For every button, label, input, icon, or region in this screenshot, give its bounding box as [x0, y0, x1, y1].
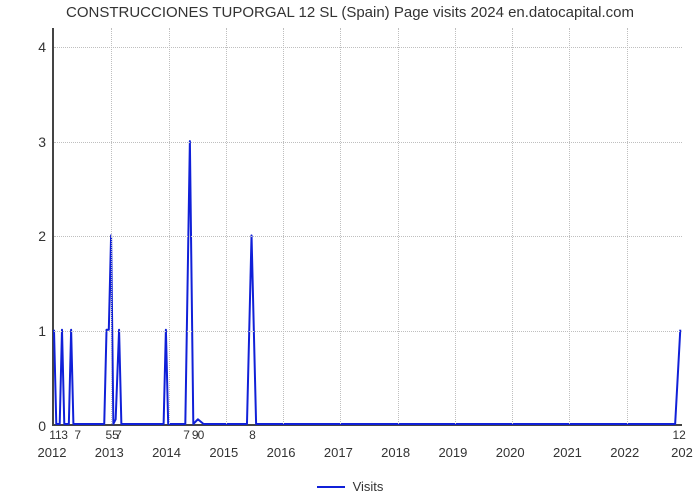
- line-series: [54, 28, 682, 424]
- xtick-label: 2013: [95, 445, 124, 460]
- data-point-label: 7: [115, 428, 122, 442]
- grid-v: [398, 28, 399, 424]
- chart-title: CONSTRUCCIONES TUPORGAL 12 SL (Spain) Pa…: [0, 4, 700, 21]
- grid-h: [54, 142, 682, 143]
- grid-v: [455, 28, 456, 424]
- xtick-label: 2017: [324, 445, 353, 460]
- grid-h: [54, 331, 682, 332]
- grid-v: [169, 28, 170, 424]
- xtick-label: 2012: [38, 445, 67, 460]
- grid-v: [569, 28, 570, 424]
- xtick-label: 2018: [381, 445, 410, 460]
- data-point-label: 7: [183, 428, 190, 442]
- grid-v: [512, 28, 513, 424]
- grid-h: [54, 47, 682, 48]
- legend-item-visits: Visits: [317, 479, 384, 494]
- data-point-label: 3: [61, 428, 68, 442]
- xtick-label: 202: [671, 445, 693, 460]
- ytick-label: 1: [6, 323, 46, 339]
- xtick-label: 2016: [267, 445, 296, 460]
- xtick-label: 2020: [496, 445, 525, 460]
- legend-swatch: [317, 486, 345, 488]
- ytick-label: 4: [6, 39, 46, 55]
- data-point-label: 7: [74, 428, 81, 442]
- ytick-label: 0: [6, 418, 46, 434]
- xtick-label: 2015: [209, 445, 238, 460]
- xtick-label: 2014: [152, 445, 181, 460]
- ytick-label: 3: [6, 134, 46, 150]
- series-line-visits: [54, 141, 680, 424]
- grid-h: [54, 236, 682, 237]
- xtick-label: 2021: [553, 445, 582, 460]
- data-point-label: 11: [49, 428, 61, 442]
- plot-area: [52, 28, 682, 426]
- xtick-label: 2019: [438, 445, 467, 460]
- data-point-label: 0: [198, 428, 205, 442]
- data-point-label: 8: [249, 428, 256, 442]
- grid-v: [340, 28, 341, 424]
- legend-label: Visits: [353, 479, 384, 494]
- visits-chart: CONSTRUCCIONES TUPORGAL 12 SL (Spain) Pa…: [0, 0, 700, 500]
- ytick-label: 2: [6, 228, 46, 244]
- grid-v: [226, 28, 227, 424]
- data-point-label: 12: [672, 428, 685, 442]
- grid-v: [283, 28, 284, 424]
- grid-v: [111, 28, 112, 424]
- xtick-label: 2022: [610, 445, 639, 460]
- legend: Visits: [0, 475, 700, 495]
- grid-v: [627, 28, 628, 424]
